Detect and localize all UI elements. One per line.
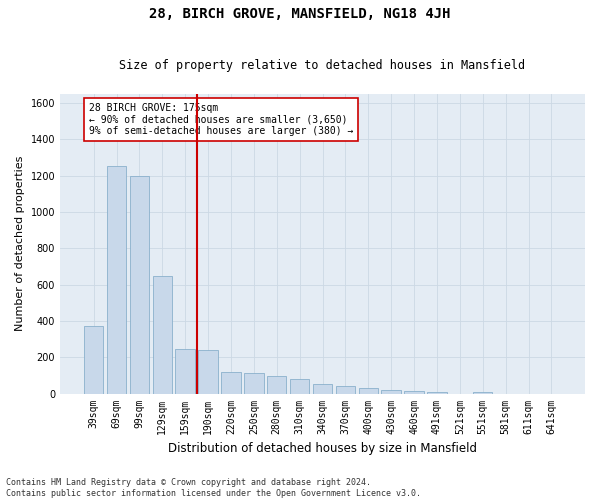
- Text: Contains HM Land Registry data © Crown copyright and database right 2024.
Contai: Contains HM Land Registry data © Crown c…: [6, 478, 421, 498]
- Y-axis label: Number of detached properties: Number of detached properties: [15, 156, 25, 332]
- Bar: [130, 176, 149, 394]
- Title: Size of property relative to detached houses in Mansfield: Size of property relative to detached ho…: [119, 59, 526, 72]
- Bar: [221, 372, 241, 394]
- Bar: [335, 386, 355, 394]
- Bar: [175, 349, 195, 394]
- Bar: [313, 384, 332, 394]
- Bar: [107, 166, 126, 394]
- Bar: [84, 326, 103, 394]
- Bar: [473, 392, 493, 394]
- Bar: [404, 392, 424, 394]
- Bar: [427, 392, 446, 394]
- Bar: [359, 388, 378, 394]
- Bar: [290, 379, 310, 394]
- Text: 28 BIRCH GROVE: 175sqm
← 90% of detached houses are smaller (3,650)
9% of semi-d: 28 BIRCH GROVE: 175sqm ← 90% of detached…: [89, 103, 353, 136]
- Bar: [152, 276, 172, 394]
- Bar: [382, 390, 401, 394]
- Bar: [244, 372, 263, 394]
- Bar: [267, 376, 286, 394]
- Bar: [199, 350, 218, 394]
- X-axis label: Distribution of detached houses by size in Mansfield: Distribution of detached houses by size …: [168, 442, 477, 455]
- Text: 28, BIRCH GROVE, MANSFIELD, NG18 4JH: 28, BIRCH GROVE, MANSFIELD, NG18 4JH: [149, 8, 451, 22]
